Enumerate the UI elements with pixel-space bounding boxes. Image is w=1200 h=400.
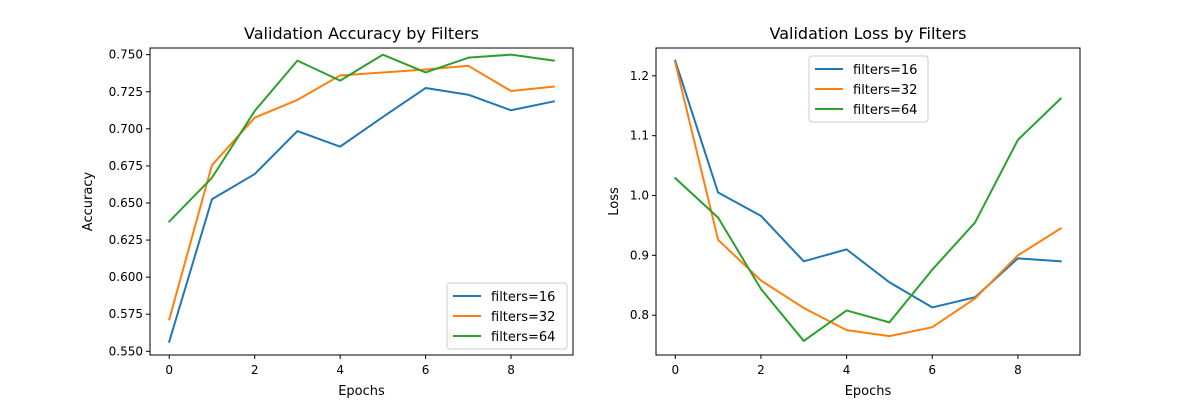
x-tick-label: 0 — [671, 363, 679, 377]
x-axis-label: Epochs — [338, 384, 385, 399]
legend-label: filters=16 — [853, 63, 917, 78]
chart-title: Validation Accuracy by Filters — [244, 24, 479, 43]
y-tick-label: 1.2 — [630, 69, 649, 83]
y-tick-label: 0.9 — [630, 248, 649, 262]
series-line-filters-64 — [673, 97, 1063, 342]
legend: filters=16 filters=32 filters=64 — [808, 55, 929, 123]
y-tick-label: 0.725 — [109, 85, 143, 99]
y-tick-label: 0.650 — [109, 196, 143, 210]
chart-2: Validation Loss by Filters 0 2 4 6 8 0.8 0.9 1.0… — [607, 24, 1081, 399]
x-tick-label: 0 — [165, 363, 173, 377]
y-axis-label: Loss — [607, 187, 622, 216]
plot-frame — [655, 47, 1081, 356]
series-line-filters-32 — [674, 61, 1063, 338]
chart-1: Validation Accuracy by Filters 0 2 4 6 8 0.550… — [81, 24, 574, 399]
legend-label: filters=16 — [491, 290, 555, 305]
y-tick-label: 0.600 — [109, 270, 143, 284]
y-tick-label: 0.8 — [630, 308, 649, 322]
plot-frame — [149, 47, 574, 356]
y-tick-label: 0.700 — [109, 122, 143, 136]
series-line-filters-32 — [167, 64, 555, 321]
y-tick-label: 0.625 — [109, 233, 143, 247]
y-tick-label: 1.0 — [630, 189, 649, 203]
y-tick-label: 1.1 — [630, 129, 649, 143]
x-tick-label: 2 — [757, 363, 765, 377]
series-line-filters-64 — [167, 53, 555, 223]
legend-label: filters=64 — [853, 103, 917, 118]
x-tick-label: 6 — [928, 363, 936, 377]
x-tick-label: 8 — [1014, 363, 1022, 377]
legend: filters=16 filters=32 filters=64 — [446, 282, 568, 350]
y-tick-label: 0.675 — [109, 159, 143, 173]
x-tick-label: 4 — [843, 363, 851, 377]
legend-label: filters=32 — [853, 83, 917, 98]
legend-box — [808, 55, 929, 123]
x-tick-label: 4 — [336, 363, 344, 377]
x-tick-label: 2 — [251, 363, 259, 377]
x-tick-label: 8 — [507, 363, 515, 377]
y-tick-label: 0.575 — [109, 307, 143, 321]
y-axis-label: Accuracy — [81, 172, 96, 232]
x-tick-label: 6 — [422, 363, 430, 377]
y-tick-label: 0.750 — [109, 48, 143, 62]
series-line-filters-16 — [167, 87, 555, 343]
legend-box — [446, 282, 568, 350]
legend-label: filters=32 — [491, 310, 555, 325]
legend-label: filters=64 — [491, 330, 555, 345]
x-axis-label: Epochs — [845, 384, 892, 399]
y-tick-label: 0.550 — [109, 344, 143, 358]
chart-title: Validation Loss by Filters — [770, 24, 967, 43]
